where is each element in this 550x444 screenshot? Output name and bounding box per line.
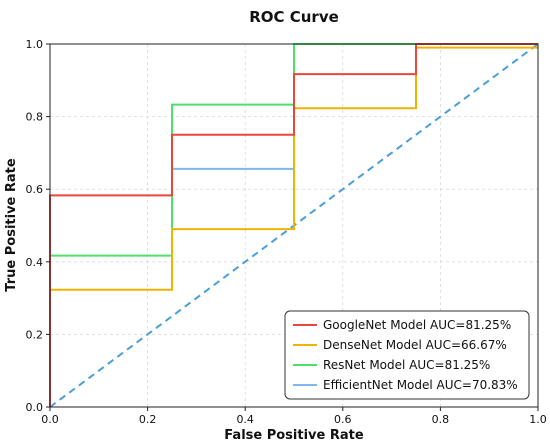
chart-title: ROC Curve (249, 8, 339, 26)
y-tick-label: 0.8 (26, 111, 44, 124)
x-tick-label: 0.4 (236, 413, 254, 426)
legend: GoogleNet Model AUC=81.25% DenseNet Model… (284, 310, 530, 400)
x-tick-label: 1.0 (529, 413, 547, 426)
y-axis-ticks: 0.0 0.2 0.4 0.6 0.8 1.0 (26, 38, 50, 414)
plot-frame (49, 43, 539, 408)
y-tick-label: 1.0 (26, 38, 44, 51)
y-tick-label: 0.4 (26, 256, 44, 269)
y-tick-label: 0.2 (26, 328, 44, 341)
legend-label: ResNet Model AUC=81.25% (323, 358, 490, 372)
series-line-0 (49, 43, 538, 407)
x-axis-label: False Positive Rate (224, 428, 364, 443)
legend-box (284, 310, 530, 400)
y-axis-label: True Positive Rate (4, 158, 19, 292)
x-tick-label: 0.6 (334, 413, 352, 426)
legend-label: DenseNet Model AUC=66.67% (323, 338, 507, 352)
x-tick-label: 0.2 (139, 413, 157, 426)
legend-label: GoogleNet Model AUC=81.25% (323, 318, 511, 332)
x-tick-label: 0.0 (41, 413, 59, 426)
legend-label: EfficientNet Model AUC=70.83% (323, 378, 518, 392)
x-axis-ticks: 0.0 0.2 0.4 0.6 0.8 1.0 (41, 407, 547, 426)
x-tick-label: 0.8 (432, 413, 450, 426)
y-tick-label: 0.6 (26, 183, 44, 196)
y-tick-label: 0.0 (26, 401, 44, 414)
